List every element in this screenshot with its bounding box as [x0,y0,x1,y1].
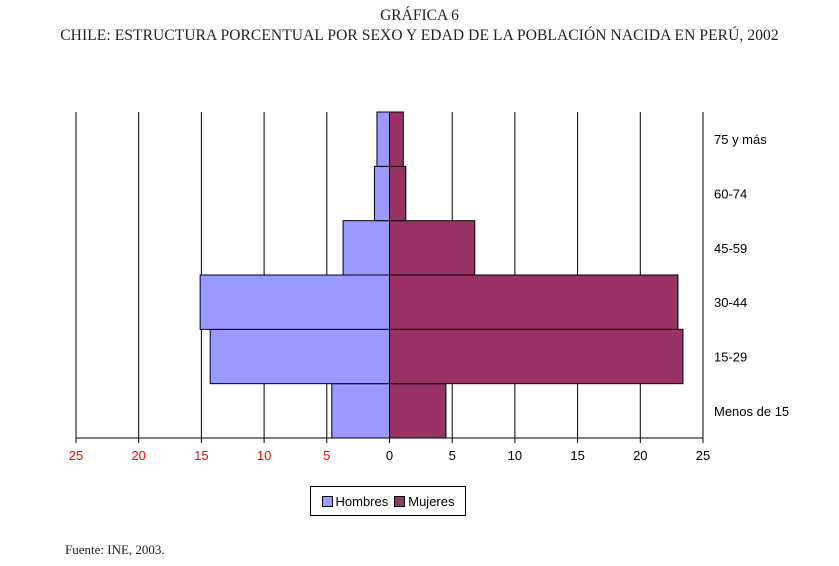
bar-mujeres-2 [389,274,679,330]
category-label: 45-59 [714,241,747,256]
legend-swatch-mujeres [394,495,406,507]
source-note: Fuente: INE, 2003. [65,542,165,557]
x-tick-label: 20 [633,448,647,463]
legend-label-mujeres: Mujeres [408,493,455,509]
x-tick-label: 15 [194,448,208,463]
category-label: Menos de 15 [714,404,789,419]
x-tick-label: 25 [696,448,710,463]
bar-hombres-3 [342,220,390,276]
x-tick-label: 25 [69,448,83,463]
bar-hombres-0 [331,383,391,439]
category-label: 30-44 [714,295,747,310]
bar-hombres-2 [199,274,390,330]
tick-labels: 25 20 15 10 5 0 5 10 15 20 25 [69,448,710,463]
category-label: 60-74 [714,187,747,202]
bars [199,111,684,439]
legend-swatch-hombres [321,495,333,507]
bar-hombres-5 [376,111,390,167]
legend-label-hombres: Hombres [335,493,389,509]
bar-mujeres-5 [389,111,404,167]
legend: Hombres Mujeres [310,486,466,516]
bar-hombres-1 [209,328,390,385]
chart-label: GRÁFICA 6 [380,7,459,24]
x-tick-label: 5 [449,448,456,463]
legend-item-mujeres: Mujeres [394,493,455,509]
x-tick-label: 15 [570,448,584,463]
bar-mujeres-1 [389,328,684,385]
x-tick-label: 0 [386,448,393,463]
category-label: 75 y más [714,132,767,147]
axis [75,437,704,443]
bar-hombres-4 [373,165,390,222]
bar-mujeres-4 [389,165,407,222]
category-labels: Menos de 15 15-29 30-44 45-59 60-74 75 y más [714,132,789,419]
x-tick-label: 5 [323,448,330,463]
legend-item-hombres: Hombres [321,493,389,509]
x-tick-label: 10 [508,448,522,463]
x-tick-label: 10 [257,448,271,463]
chart-title: CHILE: ESTRUCTURA PORCENTUAL POR SEXO Y … [60,27,779,44]
bar-mujeres-0 [389,383,447,439]
x-tick-label: 20 [131,448,145,463]
category-label: 15-29 [714,350,747,365]
bar-mujeres-3 [389,220,476,276]
